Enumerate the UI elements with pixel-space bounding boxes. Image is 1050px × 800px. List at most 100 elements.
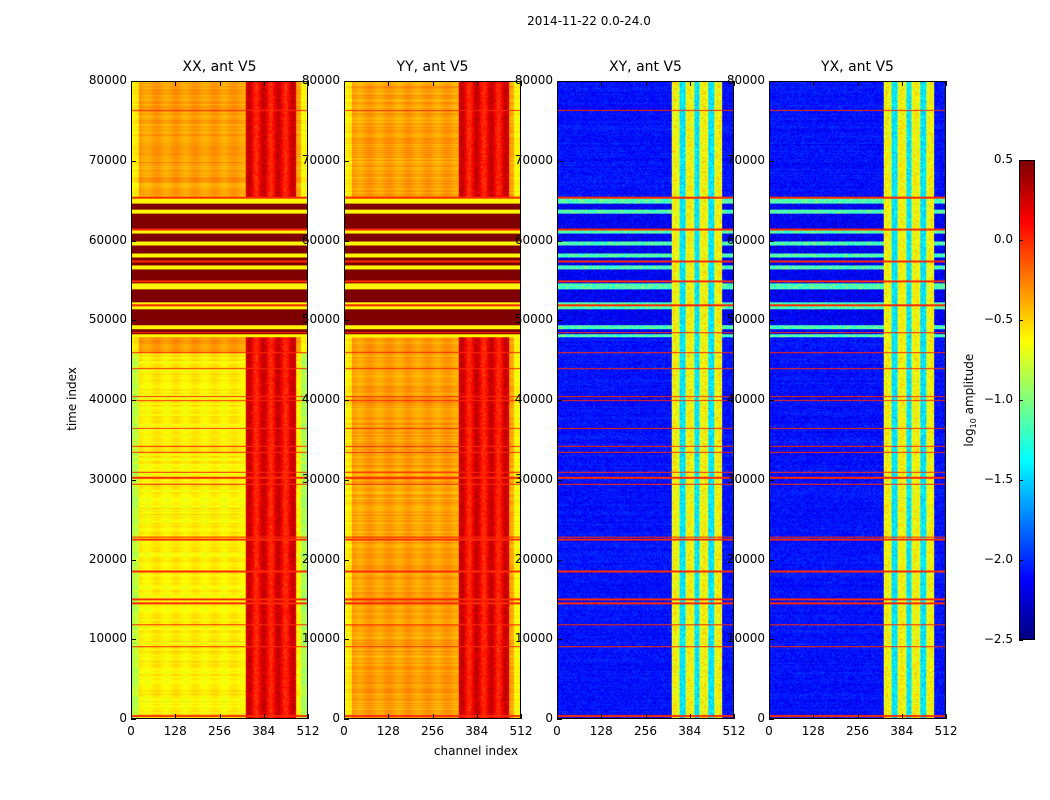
- x-tick-label: 0: [340, 724, 348, 738]
- x-tick-label: 128: [163, 724, 187, 738]
- y-tick: [557, 320, 562, 322]
- y-tick: [344, 639, 349, 641]
- colorbar-tick: [1019, 640, 1023, 641]
- x-tick: [857, 81, 859, 86]
- x-tick-label: 256: [208, 724, 231, 738]
- x-tick-label: 0: [553, 724, 561, 738]
- x-tick: [734, 714, 735, 719]
- y-tick-label: 70000: [301, 152, 340, 167]
- colorbar-tick: [1019, 480, 1023, 481]
- y-tick: [769, 81, 774, 82]
- colorbar-tick-label: −1.5: [983, 472, 1013, 486]
- x-tick-label: 256: [421, 724, 444, 738]
- panel-title: YX, ant V5: [821, 59, 894, 75]
- y-tick: [131, 320, 136, 322]
- y-tick: [344, 160, 349, 162]
- y-tick-label: 70000: [88, 152, 127, 167]
- y-tick-label: 0: [119, 711, 127, 725]
- x-tick: [219, 714, 221, 719]
- x-tick: [131, 81, 132, 86]
- colorbar-tick: [1019, 320, 1023, 321]
- heatmap-panel-xx: [131, 81, 308, 719]
- y-tick: [769, 320, 774, 322]
- y-tick-label: 0: [545, 711, 553, 725]
- y-tick: [557, 400, 562, 401]
- y-tick: [557, 719, 562, 720]
- y-tick: [769, 559, 774, 561]
- y-tick-label: 70000: [514, 152, 553, 167]
- colorbar-tick-label: −2.0: [983, 552, 1013, 566]
- x-tick: [813, 714, 815, 719]
- y-tick-label: 10000: [514, 631, 553, 646]
- y-tick: [769, 240, 774, 242]
- y-tick: [131, 81, 136, 82]
- y-tick: [557, 479, 562, 481]
- y-tick-label: 10000: [726, 631, 765, 646]
- y-tick: [557, 639, 562, 641]
- x-tick: [689, 81, 691, 86]
- x-tick-label: 512: [296, 724, 320, 738]
- y-tick: [131, 719, 136, 720]
- x-tick: [601, 81, 603, 86]
- y-tick: [344, 320, 349, 322]
- x-tick-label: 128: [801, 724, 825, 738]
- panel-title: YY, ant V5: [396, 59, 469, 75]
- x-tick-label: 0: [765, 724, 773, 738]
- colorbar-tick: [1019, 560, 1023, 561]
- y-tick: [344, 719, 349, 720]
- y-tick-label: 20000: [514, 551, 553, 566]
- y-tick: [557, 81, 562, 82]
- y-tick-label: 40000: [88, 392, 127, 406]
- x-tick: [175, 81, 177, 86]
- y-tick-label: 80000: [88, 73, 127, 87]
- y-tick: [769, 639, 774, 641]
- y-tick-label: 50000: [726, 312, 765, 327]
- panel-title: XX, ant V5: [182, 59, 257, 75]
- x-tick: [131, 714, 132, 719]
- colorbar-tick: [1019, 400, 1023, 401]
- x-tick-label: 128: [376, 724, 400, 738]
- x-tick: [734, 81, 735, 86]
- colorbar-tick-label: −2.5: [983, 632, 1013, 646]
- y-tick-label: 50000: [514, 312, 553, 327]
- y-tick: [344, 479, 349, 481]
- colorbar-tick-label: −1.0: [983, 392, 1013, 406]
- x-tick: [557, 81, 558, 86]
- y-tick: [769, 400, 774, 401]
- y-tick: [769, 160, 774, 162]
- colorbar-tick: [1019, 160, 1023, 161]
- y-tick-label: 50000: [88, 312, 127, 327]
- x-tick: [263, 714, 265, 719]
- x-tick: [813, 81, 815, 86]
- y-tick-label: 30000: [88, 471, 127, 486]
- x-tick: [388, 714, 390, 719]
- x-axis-label: channel index: [433, 744, 519, 758]
- x-tick: [344, 81, 345, 86]
- y-tick-label: 20000: [301, 551, 340, 566]
- y-tick: [557, 240, 562, 242]
- y-tick: [344, 559, 349, 561]
- x-tick: [901, 714, 903, 719]
- x-tick: [308, 81, 309, 86]
- x-tick: [219, 81, 221, 86]
- x-tick: [521, 81, 522, 86]
- x-tick: [901, 81, 903, 86]
- x-tick: [521, 714, 522, 719]
- y-tick-label: 0: [757, 711, 765, 725]
- y-tick-label: 40000: [726, 392, 765, 406]
- x-tick: [476, 714, 478, 719]
- y-tick: [131, 240, 136, 242]
- x-tick: [432, 714, 434, 719]
- x-tick-label: 0: [127, 724, 135, 738]
- y-tick: [131, 639, 136, 641]
- panel-title: XY, ant V5: [609, 59, 682, 75]
- x-tick: [645, 714, 647, 719]
- y-tick-label: 30000: [301, 471, 340, 486]
- y-tick-label: 10000: [88, 631, 127, 646]
- x-tick-label: 512: [722, 724, 746, 738]
- y-tick-label: 0: [332, 711, 340, 725]
- y-tick-label: 50000: [301, 312, 340, 327]
- x-tick: [175, 714, 177, 719]
- y-tick-label: 60000: [88, 232, 127, 247]
